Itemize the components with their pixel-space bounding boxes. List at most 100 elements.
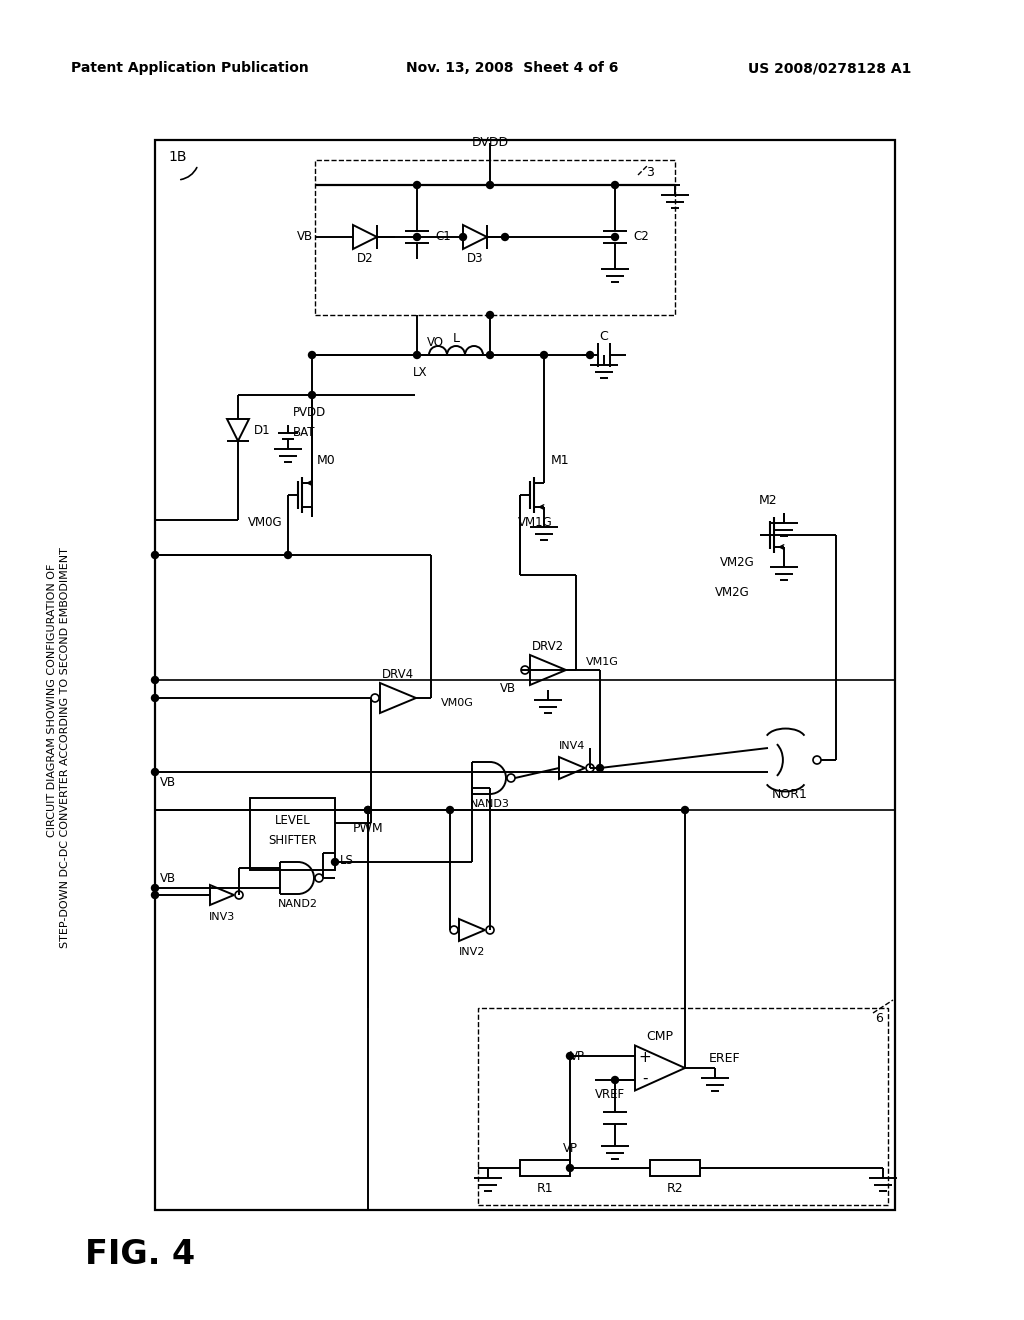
Text: M0: M0	[316, 454, 336, 466]
Circle shape	[566, 1164, 573, 1172]
Bar	[250, 799, 335, 870]
Text: R1: R1	[537, 1181, 553, 1195]
Text: EREF: EREF	[710, 1052, 740, 1064]
Text: SHIFTER: SHIFTER	[268, 833, 316, 846]
Bar	[155, 140, 895, 1210]
Circle shape	[152, 768, 159, 776]
Polygon shape	[353, 224, 377, 249]
Circle shape	[507, 774, 515, 781]
Text: PVDD: PVDD	[293, 405, 327, 418]
Circle shape	[371, 694, 379, 702]
Polygon shape	[459, 919, 485, 941]
Text: M1: M1	[551, 454, 569, 466]
Text: VB: VB	[500, 681, 516, 694]
Text: VM2G: VM2G	[720, 557, 755, 569]
Circle shape	[587, 351, 594, 359]
Bar	[478, 1008, 888, 1205]
Circle shape	[486, 181, 494, 189]
Text: INV2: INV2	[459, 946, 485, 957]
Circle shape	[566, 1052, 573, 1060]
Text: VM1G: VM1G	[586, 657, 618, 667]
Polygon shape	[530, 655, 566, 685]
Text: L: L	[453, 333, 460, 346]
Circle shape	[414, 234, 421, 240]
Text: VB: VB	[160, 871, 176, 884]
Text: VM0G: VM0G	[441, 698, 474, 708]
Text: INV3: INV3	[209, 912, 236, 921]
Text: PWM: PWM	[352, 821, 383, 834]
Text: CMP: CMP	[646, 1030, 674, 1043]
Polygon shape	[227, 418, 249, 441]
Circle shape	[308, 392, 315, 399]
Text: C2: C2	[633, 231, 649, 243]
Text: VO: VO	[427, 337, 444, 350]
Text: LX: LX	[413, 367, 427, 380]
Bar	[520, 1160, 570, 1176]
Circle shape	[682, 807, 688, 813]
Circle shape	[486, 351, 494, 359]
Polygon shape	[559, 756, 585, 779]
Polygon shape	[635, 1045, 685, 1090]
Text: D2: D2	[356, 252, 374, 265]
Text: 3: 3	[646, 165, 654, 178]
Circle shape	[486, 927, 494, 935]
Circle shape	[285, 552, 292, 558]
Text: STEP-DOWN DC-DC CONVERTER ACCORDING TO SECOND EMBODIMENT: STEP-DOWN DC-DC CONVERTER ACCORDING TO S…	[60, 548, 70, 949]
Text: LEVEL: LEVEL	[274, 813, 310, 826]
Bar	[315, 160, 675, 315]
Circle shape	[414, 351, 421, 359]
Polygon shape	[463, 224, 487, 249]
Text: VM0G: VM0G	[249, 516, 283, 529]
Circle shape	[611, 1077, 618, 1084]
Text: FIG. 4: FIG. 4	[85, 1238, 196, 1271]
Circle shape	[541, 351, 548, 359]
Circle shape	[152, 676, 159, 684]
Circle shape	[234, 891, 243, 899]
Circle shape	[414, 181, 421, 189]
Text: -: -	[642, 1071, 648, 1085]
Text: VB: VB	[160, 776, 176, 788]
Circle shape	[521, 667, 529, 675]
Text: VM2G: VM2G	[715, 586, 750, 599]
Text: NAND2: NAND2	[278, 899, 318, 909]
Text: M2: M2	[759, 494, 777, 507]
Text: 1B: 1B	[168, 150, 186, 164]
Circle shape	[365, 807, 372, 813]
Text: DRV4: DRV4	[382, 668, 414, 681]
Circle shape	[813, 756, 821, 764]
Circle shape	[152, 884, 159, 891]
Text: C: C	[600, 330, 608, 343]
Circle shape	[446, 807, 454, 813]
Text: DVDD: DVDD	[471, 136, 509, 149]
Text: Patent Application Publication: Patent Application Publication	[71, 61, 309, 75]
Text: R2: R2	[667, 1181, 683, 1195]
Polygon shape	[210, 884, 234, 906]
Text: Nov. 13, 2008  Sheet 4 of 6: Nov. 13, 2008 Sheet 4 of 6	[406, 61, 618, 75]
Polygon shape	[380, 682, 416, 713]
Text: LS: LS	[340, 854, 354, 866]
Circle shape	[611, 181, 618, 189]
Text: VP: VP	[570, 1049, 585, 1063]
Text: NOR1: NOR1	[772, 788, 808, 801]
Text: VREF: VREF	[595, 1088, 625, 1101]
Circle shape	[586, 764, 594, 772]
Circle shape	[365, 807, 372, 813]
Text: D1: D1	[254, 424, 270, 437]
Circle shape	[597, 764, 603, 771]
Text: VP: VP	[562, 1142, 578, 1155]
Circle shape	[152, 694, 159, 701]
Text: NAND3: NAND3	[470, 799, 510, 809]
Text: VB: VB	[297, 231, 313, 243]
Circle shape	[611, 234, 618, 240]
Text: +: +	[639, 1051, 651, 1065]
Text: CIRCUIT DIAGRAM SHOWING CONFIGURATION OF: CIRCUIT DIAGRAM SHOWING CONFIGURATION OF	[47, 564, 57, 837]
Text: VM1G: VM1G	[518, 516, 553, 529]
Text: BAT: BAT	[293, 425, 315, 438]
Text: C1: C1	[435, 231, 451, 243]
Text: D3: D3	[467, 252, 483, 265]
Text: INV4: INV4	[559, 741, 585, 751]
Circle shape	[450, 927, 458, 935]
Circle shape	[332, 858, 339, 866]
Circle shape	[486, 312, 494, 318]
Circle shape	[315, 874, 323, 882]
